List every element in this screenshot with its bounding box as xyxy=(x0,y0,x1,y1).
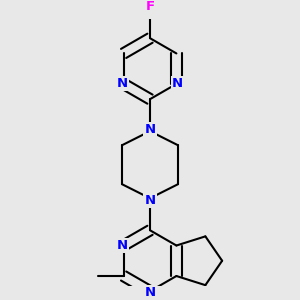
Text: N: N xyxy=(117,77,128,90)
Text: N: N xyxy=(144,194,156,206)
Text: N: N xyxy=(172,77,183,90)
Text: N: N xyxy=(144,123,156,136)
Text: N: N xyxy=(117,239,128,252)
Text: N: N xyxy=(144,286,156,299)
Text: F: F xyxy=(146,0,154,13)
